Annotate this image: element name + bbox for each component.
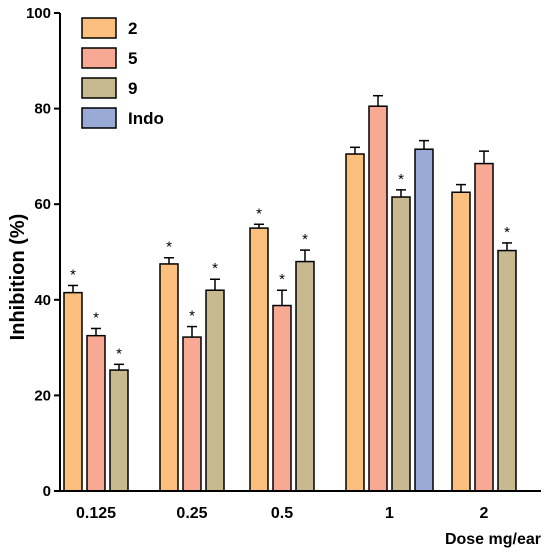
significance-star: *: [398, 171, 404, 188]
significance-star: *: [504, 224, 510, 241]
bar-5-2: [474, 162, 494, 492]
bar-9-2: [497, 249, 517, 492]
legend-swatch-5: [81, 47, 117, 69]
y-axis-title: Inhibition (%): [7, 214, 29, 341]
legend-label-5: 5: [128, 49, 137, 68]
bar-5-1: [368, 105, 388, 492]
legend-swatch-2: [81, 17, 117, 39]
significance-star: *: [302, 231, 308, 248]
legend-swatch-Indo: [81, 107, 117, 129]
significance-markers: * * * * * * * * * * *: [70, 171, 510, 362]
y-tick-label: 60: [34, 196, 51, 213]
x-tick-label: 2: [480, 505, 489, 522]
y-tick-label: 80: [34, 101, 51, 118]
bar-9-0.5: [295, 260, 315, 492]
bar-Indo-1: [414, 148, 434, 492]
x-tick-label: 0.25: [176, 505, 207, 522]
bar-9-0.25: [205, 289, 225, 492]
bar-series: [63, 105, 517, 492]
x-tick-label: 0.5: [271, 505, 293, 522]
legend-label-2: 2: [128, 19, 137, 38]
significance-star: *: [166, 239, 172, 256]
x-tick-label: 1: [385, 505, 394, 522]
bar-2-0.25: [159, 263, 179, 492]
bar-5-0.5: [272, 304, 292, 492]
y-tick-label: 40: [34, 292, 51, 309]
significance-star: *: [256, 205, 262, 222]
y-tick-label: 0: [43, 483, 51, 500]
bar-9-0.125: [109, 369, 129, 492]
bar-2-1: [345, 153, 365, 492]
x-axis-tick-labels: 0.125 0.25 0.5 1 2: [76, 505, 489, 522]
bar-5-0.125: [86, 334, 106, 492]
x-axis-title: Dose mg/ear: [445, 531, 541, 548]
y-tick-label: 20: [34, 387, 51, 404]
bar-9-1: [391, 196, 411, 492]
legend: 2 5 9 Indo: [81, 17, 164, 129]
error-bars: [68, 94, 512, 371]
y-axis-ticks: 0 20 40 60 80 100: [26, 5, 60, 500]
significance-star: *: [93, 309, 99, 326]
significance-star: *: [70, 266, 76, 283]
x-tick-label: 0.125: [76, 505, 116, 522]
significance-star: *: [116, 345, 122, 362]
significance-star: *: [212, 260, 218, 277]
legend-swatch-9: [81, 77, 117, 99]
legend-label-9: 9: [128, 79, 137, 98]
bar-5-0.25: [182, 336, 202, 492]
significance-star: *: [279, 271, 285, 288]
bar-2-0.5: [249, 227, 269, 492]
legend-label-Indo: Indo: [128, 109, 164, 128]
bar-2-0.125: [63, 291, 83, 492]
y-tick-label: 100: [26, 5, 51, 22]
significance-star: *: [189, 308, 195, 325]
bar-2-2: [451, 191, 471, 492]
